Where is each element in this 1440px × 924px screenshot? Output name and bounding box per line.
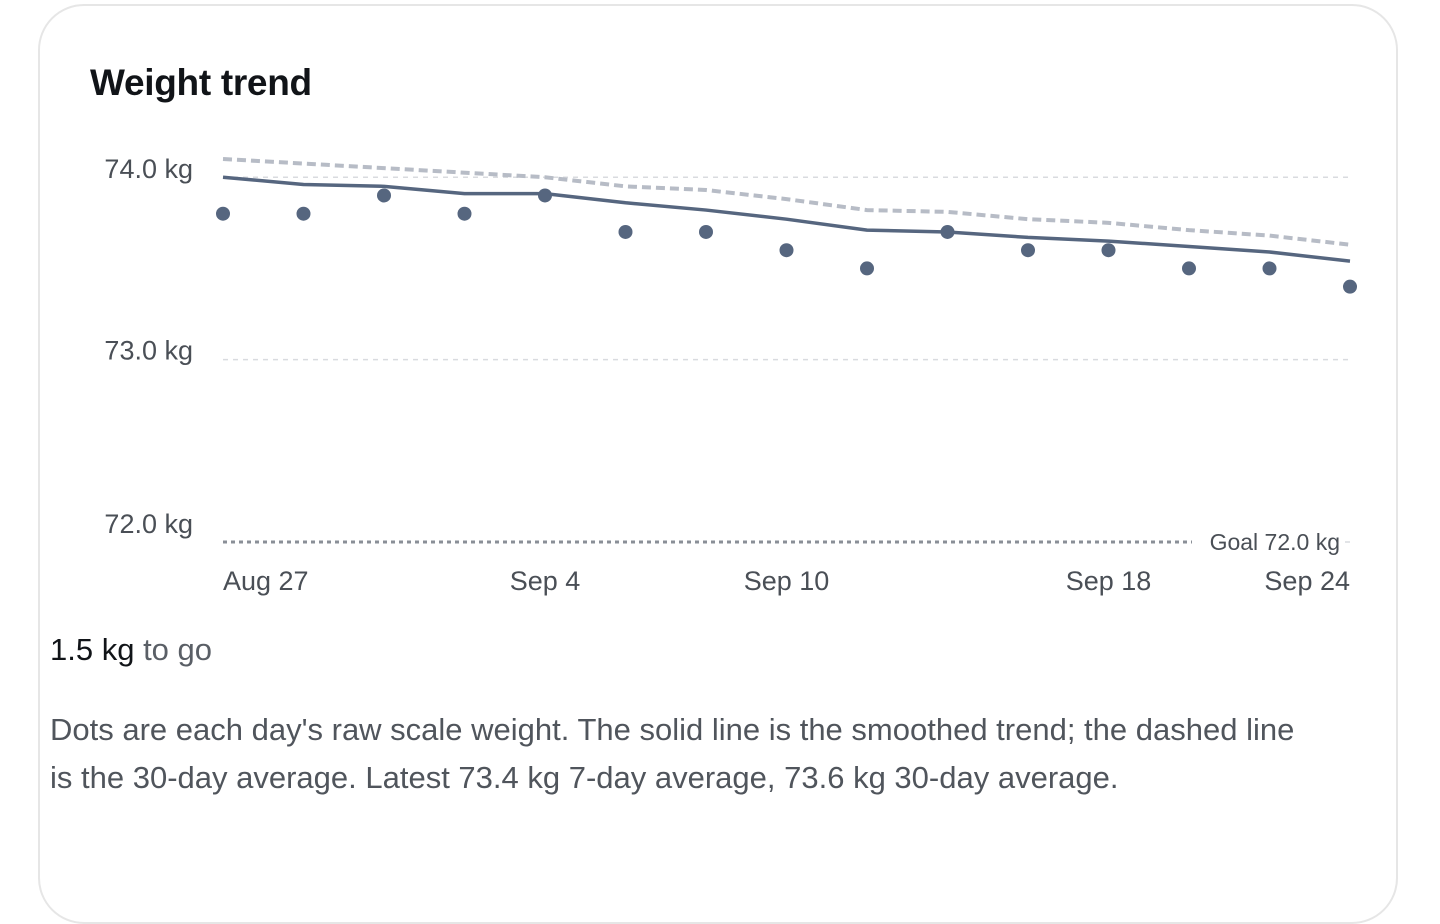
card-title: Weight trend — [90, 62, 312, 103]
x-tick-label: Aug 27 — [223, 566, 309, 596]
trend-line — [222, 175, 1351, 263]
weight-trend-card: Weight trend — [38, 4, 1398, 924]
x-tick-label: Sep 10 — [744, 566, 830, 596]
x-tick-label: Sep 18 — [1066, 566, 1152, 596]
remaining-amount: 1.5 kg — [50, 632, 135, 667]
average-line — [222, 157, 1351, 247]
chart-description: Dots are each day's raw scale weight. Th… — [50, 712, 1295, 795]
raw-weight-dot — [618, 224, 633, 239]
weight-chart: 74.0 kg 73.0 kg 72.0 kg Goal 72.0 kg Aug 27 S… — [104, 154, 1357, 596]
raw-weight-dot — [1101, 243, 1116, 258]
raw-weight-dot — [1343, 279, 1357, 294]
raw-weight-dot — [296, 206, 311, 221]
goal-label: Goal 72.0 kg — [1210, 529, 1340, 555]
raw-weight-dot — [216, 206, 230, 221]
remaining-suffix: to go — [134, 632, 213, 667]
raw-weight-dot — [1182, 261, 1196, 276]
y-tick-label: 72.0 kg — [104, 509, 193, 539]
raw-weight-dot — [940, 224, 955, 239]
raw-weight-dot — [860, 261, 874, 276]
x-tick-label: Sep 24 — [1264, 566, 1350, 596]
x-tick-label: Sep 4 — [510, 566, 581, 596]
y-tick-label: 74.0 kg — [104, 154, 193, 184]
raw-weight-dot — [377, 188, 391, 203]
goal-summary: 1.5 kg to go — [50, 632, 212, 668]
raw-weight-dot — [538, 188, 552, 203]
raw-weight-dot — [1262, 261, 1277, 276]
raw-weight-dot — [457, 206, 472, 221]
y-tick-label: 73.0 kg — [104, 336, 193, 366]
raw-weight-dot — [779, 243, 794, 258]
raw-weight-dot — [1021, 243, 1035, 258]
raw-weight-dot — [699, 224, 713, 239]
